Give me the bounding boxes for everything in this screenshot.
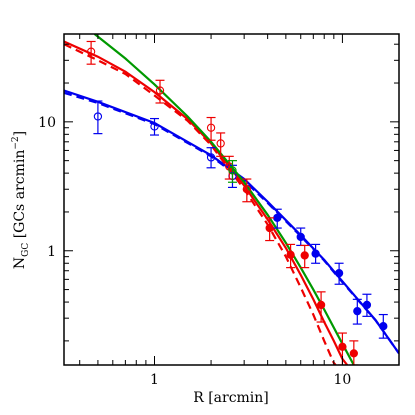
data-point-red-open [216, 132, 226, 157]
curve-green-solid [93, 34, 355, 365]
x-tick-label: 10 [334, 372, 352, 388]
data-point-blue-open [206, 147, 216, 169]
marker [242, 185, 251, 194]
data-point-red-filled [316, 291, 326, 323]
data-points [86, 40, 388, 365]
marker [353, 307, 362, 316]
data-point-red-filled [300, 244, 310, 269]
curve-blue-solid [64, 89, 399, 355]
data-point-red-open [242, 178, 252, 203]
marker [228, 166, 237, 175]
data-point-blue-filled [362, 293, 372, 317]
data-point-blue-filled [311, 243, 321, 264]
data-point-blue-filled [272, 208, 282, 229]
marker [93, 112, 103, 121]
data-point-red-filled [349, 340, 359, 365]
y-axis-label-rest: [GCs arcmin [12, 150, 28, 243]
curve-blue-dashed [64, 91, 399, 355]
marker [216, 139, 225, 148]
marker [316, 300, 326, 310]
marker [206, 153, 216, 162]
tick-labels: 1 10 1 10 [38, 115, 351, 388]
marker [155, 86, 165, 95]
curve-red-solid [64, 40, 349, 365]
marker [379, 322, 388, 331]
y-tick-label: 10 [38, 115, 56, 131]
marker [286, 250, 295, 259]
curve-red-dashed [64, 43, 337, 365]
y-axis-label-end: ] [12, 131, 28, 136]
data-point-blue-open [149, 117, 159, 136]
marker [206, 123, 216, 132]
marker [150, 122, 159, 131]
data-point-blue-open [93, 100, 103, 135]
marker [273, 213, 282, 222]
marker [300, 251, 309, 260]
y-axis-label-sup: −2 [11, 136, 21, 149]
axis-ticks [64, 34, 400, 365]
marker [362, 300, 372, 310]
x-axis-label: R [arcmin] [193, 390, 269, 406]
x-tick-label: 1 [150, 372, 159, 388]
y-tick-label: 1 [47, 244, 56, 260]
data-point-blue-filled [352, 298, 362, 325]
plot-frame [63, 33, 400, 366]
data-point-red-filled [286, 243, 296, 269]
marker [265, 223, 274, 233]
data-point-blue-filled [378, 313, 388, 339]
marker [349, 349, 358, 358]
y-axis-label: NGC [GCs arcmin−2] [11, 131, 31, 269]
marker [338, 342, 347, 351]
data-point-red-open [86, 40, 96, 65]
data-point-red-open [155, 79, 165, 104]
y-axis-label-sub: GC [21, 243, 31, 257]
marker [86, 47, 96, 56]
data-point-blue-filled [334, 262, 344, 285]
data-point-green-open [227, 160, 237, 183]
marker [296, 232, 305, 242]
data-point-red-open [206, 116, 216, 141]
fit-curves [64, 34, 399, 365]
marker [311, 249, 320, 258]
data-point-red-filled [265, 217, 275, 242]
marker [334, 269, 344, 278]
y-axis-label-main: N [12, 257, 28, 269]
